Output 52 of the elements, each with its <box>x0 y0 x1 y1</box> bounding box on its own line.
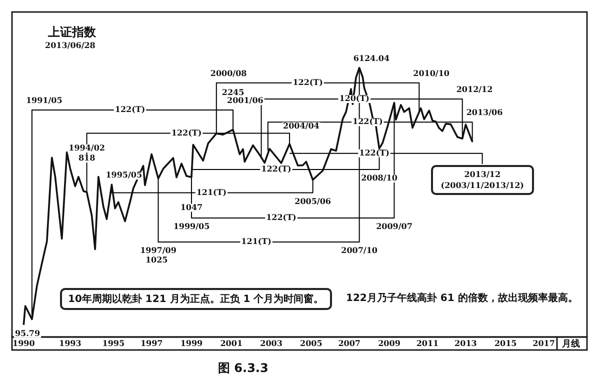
annotation: 122(T) <box>292 76 324 87</box>
x-tick-label: 2001 <box>220 338 242 348</box>
x-tick-label: 2015 <box>494 338 517 348</box>
x-tick-label: 1995 <box>102 338 125 348</box>
x-axis-title: 月线 <box>561 338 580 350</box>
annotation: 1991/05 <box>26 95 62 106</box>
annotation: 2008/10 <box>361 172 398 183</box>
annotation: 120(T) <box>339 93 370 104</box>
chart-title: 上证指数 <box>48 24 96 41</box>
x-tick-label: 2013 <box>454 338 478 348</box>
annotation: 1997/09 <box>140 245 177 256</box>
annotation: 2001/06 <box>227 95 264 106</box>
annotation: 6124.04 <box>353 52 390 63</box>
x-tick-label: 2007 <box>338 338 360 348</box>
x-tick-label: 1993 <box>59 338 82 348</box>
x-tick-label: 2011 <box>416 338 439 348</box>
annotation: 122(T) <box>171 127 202 138</box>
annotation: 122(T) <box>352 116 383 126</box>
annotation: 2007/10 <box>341 245 378 256</box>
annotation: 122(T) <box>114 104 146 114</box>
caption: 图 6.3.3 <box>218 360 268 377</box>
annotation: 2012/12 <box>456 84 493 94</box>
annotation: 121(T) <box>196 186 227 197</box>
x-tick-label: 2017 <box>532 338 555 348</box>
x-tick-label: 1999 <box>180 338 204 348</box>
annotation: 122(T) <box>359 147 390 158</box>
annotation: 2004/04 <box>283 120 320 130</box>
x-tick-label: 1990 <box>12 338 36 348</box>
annotation: 2005/06 <box>294 196 332 206</box>
annotation: 2009/07 <box>376 221 412 232</box>
annotation: 2245 <box>222 87 244 98</box>
annotation: 121(T) <box>241 236 272 246</box>
annotation: 2013/06 <box>466 107 504 118</box>
annotation: 122(T) <box>261 164 292 174</box>
x-tick-label: 2003 <box>260 338 283 348</box>
annotation: 2013/12 (2003/11/2013/12) <box>430 164 534 195</box>
chart-subtitle: 2013/06/28 <box>45 40 96 50</box>
annotation: 122月乃子午线高卦 61 的倍数，故出现频率最高。 <box>346 291 578 305</box>
annotation: 95.79 <box>14 328 40 338</box>
annotation: 1999/05 <box>173 221 210 232</box>
annotation: 1995/05 <box>106 170 142 180</box>
annotation: 122(T) <box>266 212 297 222</box>
annotation: 1047 <box>180 202 203 212</box>
annotation: 2000/08 <box>210 68 248 78</box>
annotation: 1025 <box>145 254 168 264</box>
annotation: 1994/02 <box>68 142 105 153</box>
x-tick-label: 1997 <box>140 338 163 348</box>
x-tick-label: 2005 <box>300 338 322 348</box>
x-tick-label: 2009 <box>378 338 401 348</box>
annotation: 10年周期以乾卦 121 月为正点。正负 1 个月为时间窗。 <box>60 288 332 310</box>
annotation: 818 <box>78 152 96 163</box>
annotation: 2010/10 <box>413 68 450 78</box>
